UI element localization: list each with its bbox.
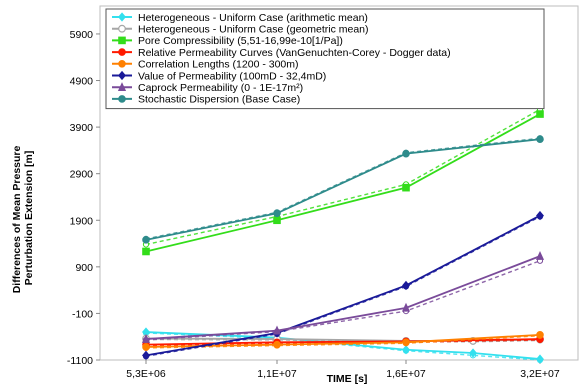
legend-label-7: Stochastic Dispersion (Base Case) — [138, 94, 300, 106]
y-axis-title: Differences of Mean Pressure Perturbatio… — [11, 143, 35, 294]
legend-item-0: Heterogeneous - Uniform Case (arithmetic… — [112, 12, 368, 24]
x-tick-label-3: 3,2E+07 — [520, 368, 560, 380]
legend-item-6: Caprock Permeability (0 - 1E-17m²) — [112, 82, 303, 94]
series-6-dashed-line — [145, 260, 541, 341]
series-7-point-3 — [536, 135, 544, 144]
series-7 — [142, 135, 544, 244]
series-0-point-2 — [402, 345, 410, 355]
x-axis-title: TIME [s] — [327, 373, 368, 385]
legend-item-7: Stochastic Dispersion (Base Case) — [112, 94, 300, 106]
legend-box — [105, 8, 545, 110]
series-2-point-2 — [402, 183, 410, 192]
legend-swatch-marker-2 — [118, 36, 126, 45]
legend-item-2: Pore Compressibility (5,51-16,99e-10[1/P… — [112, 35, 343, 47]
series-0-point-4 — [536, 354, 544, 364]
series-2-point-0 — [142, 247, 150, 256]
x-tick-label-2: 1,6E+07 — [386, 368, 426, 380]
series-5 — [142, 210, 544, 361]
legend-swatch-marker-6 — [117, 82, 127, 91]
series-4-point-3 — [536, 331, 544, 339]
x-tick-label-0: 5,3E+06 — [126, 368, 166, 380]
series-7-line — [145, 138, 541, 241]
y-tick-label-5: 900 — [75, 262, 93, 274]
series-2-point-3 — [536, 110, 544, 118]
legend-label-3: Relative Permeability Curves (VanGenucht… — [138, 47, 451, 59]
y-tick-label-7: -1100 — [67, 355, 93, 367]
series-7-point-0 — [142, 236, 150, 244]
series-0-point-3 — [469, 348, 477, 358]
legend: Heterogeneous - Uniform Case (arithmetic… — [105, 8, 545, 110]
legend-item-1: Heterogeneous - Uniform Case (geometric … — [112, 24, 369, 36]
y-tick-label-4: 1900 — [70, 215, 94, 227]
series-group — [141, 106, 545, 364]
series-4-point-0 — [142, 343, 150, 351]
legend-label-5: Value of Permeability (100mD - 32,4mD) — [138, 70, 326, 82]
y-tick-label-2: 3900 — [70, 122, 94, 134]
series-5-point-0 — [142, 350, 150, 361]
series-6-point-3 — [535, 251, 545, 260]
legend-label-0: Heterogeneous - Uniform Case (arithmetic… — [138, 12, 368, 24]
y-axis-title-line-2: Perturbation Extension [m] — [23, 151, 35, 286]
series-6-point-1 — [272, 325, 282, 335]
series-6-point-2 — [401, 302, 411, 312]
tick-labels: 5900 4900 3900 2900 1900 900 -100 -1100 5,3E+06 1… — [67, 29, 560, 380]
series-6-line — [145, 255, 541, 340]
y-tick-label-3: 2900 — [70, 169, 94, 181]
series-7-point-2 — [402, 149, 410, 158]
y-tick-label-0: 5900 — [70, 29, 94, 41]
y-axis-title-line-1: Differences of Mean Pressure — [11, 145, 23, 293]
legend-label-6: Caprock Permeability (0 - 1E-17m²) — [138, 82, 303, 94]
x-tick-label-1: 1,1E+07 — [257, 368, 297, 380]
series-2-point-1 — [273, 216, 281, 225]
series-5-point-2 — [402, 280, 410, 291]
y-tick-label-6: -100 — [72, 308, 93, 320]
legend-label-4: Correlation Lengths (1200 - 300m) — [138, 59, 299, 71]
series-5-line — [145, 214, 541, 357]
legend-swatch-marker-1 — [118, 24, 126, 33]
series-4-point-2 — [402, 338, 410, 347]
series-4-dashed-line — [145, 335, 541, 349]
series-6 — [141, 251, 545, 344]
legend-swatch-marker-3 — [118, 48, 126, 56]
legend-swatch-marker-7 — [118, 95, 126, 103]
legend-item-5: Value of Permeability (100mD - 32,4mD) — [112, 70, 326, 82]
legend-item-3: Relative Permeability Curves (VanGenucht… — [112, 47, 451, 59]
series-6-point-0 — [141, 333, 151, 343]
legend-label-1: Heterogeneous - Uniform Case (geometric … — [138, 24, 369, 36]
series-4-point-1 — [273, 340, 281, 349]
legend-swatch-marker-4 — [118, 60, 126, 68]
series-5-point-3 — [536, 210, 544, 221]
legend-swatch-marker-5 — [118, 70, 126, 81]
legend-swatch-marker-0 — [118, 12, 126, 22]
y-tick-label-1: 4900 — [70, 76, 94, 88]
series-2-line — [145, 113, 541, 253]
series-7-point-1 — [273, 209, 281, 218]
legend-item-4: Correlation Lengths (1200 - 300m) — [112, 59, 299, 71]
legend-label-2: Pore Compressibility (5,51-16,99e-10[1/P… — [138, 35, 343, 47]
